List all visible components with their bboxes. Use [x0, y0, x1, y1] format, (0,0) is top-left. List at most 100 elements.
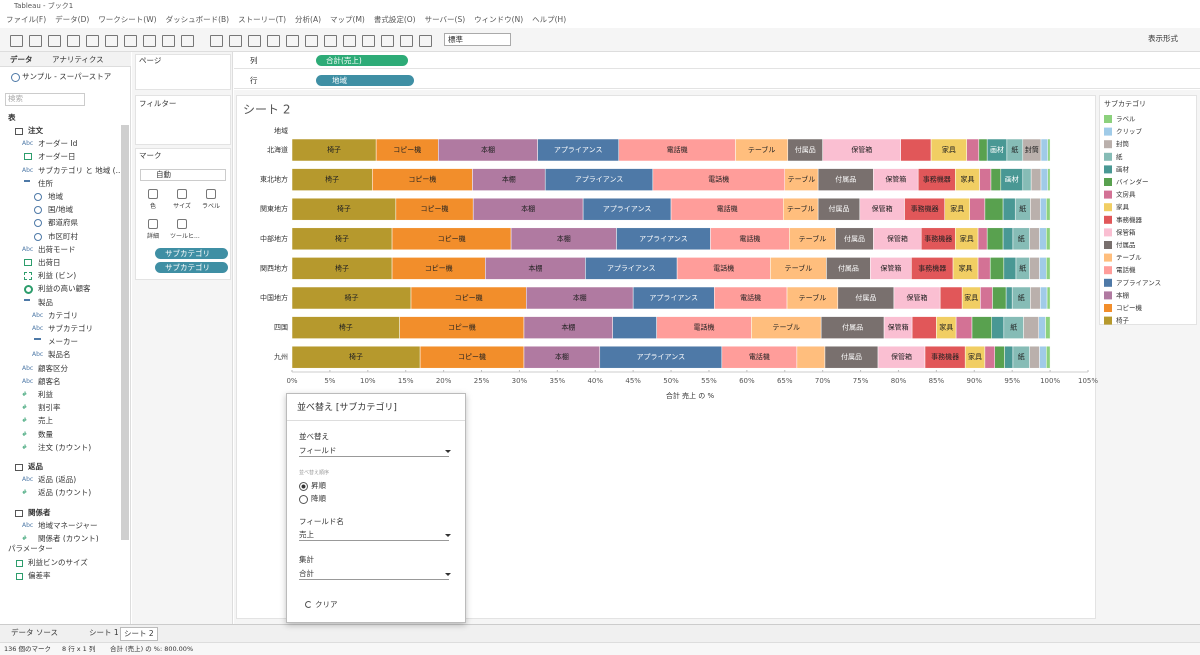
- toolbar-button[interactable]: [86, 35, 99, 47]
- field[interactable]: オーダー Id: [38, 139, 78, 149]
- toolbar-button[interactable]: [400, 35, 413, 47]
- columns-pill[interactable]: 合計(売上): [316, 55, 408, 66]
- field[interactable]: 製品: [38, 297, 53, 307]
- search-box[interactable]: [5, 93, 85, 106]
- menu-item[interactable]: ファイル(F): [6, 15, 47, 24]
- menu-item[interactable]: ダッシュボード(B): [165, 15, 230, 24]
- field[interactable]: 利益 (ビン): [38, 271, 77, 281]
- analytics-tab[interactable]: アナリティクス: [52, 55, 104, 64]
- table-name[interactable]: 関係者: [28, 507, 51, 517]
- field[interactable]: 出荷モード: [38, 244, 76, 254]
- toolbar-button[interactable]: [267, 35, 280, 47]
- field-icon: [34, 338, 41, 341]
- menu-item[interactable]: ヘルプ(H): [532, 15, 567, 24]
- field[interactable]: 出荷日: [38, 258, 61, 267]
- clear-button[interactable]: クリア: [315, 600, 338, 609]
- field[interactable]: 都道府県: [48, 218, 78, 228]
- sheet-tab[interactable]: データ ソース: [11, 628, 59, 637]
- toolbar-button[interactable]: [48, 35, 61, 47]
- table-name[interactable]: 注文: [28, 126, 43, 135]
- field[interactable]: 住所: [38, 178, 53, 188]
- table-icon: [15, 464, 23, 471]
- menu-item[interactable]: ウィンドウ(N): [474, 15, 524, 24]
- field[interactable]: 市区町村: [48, 231, 78, 241]
- field[interactable]: メーカー: [48, 337, 78, 347]
- field-icon: Abc: [22, 245, 34, 253]
- toolbar-button[interactable]: [229, 35, 242, 47]
- field[interactable]: 注文 (カウント): [38, 442, 92, 452]
- field[interactable]: 製品名: [48, 350, 71, 360]
- field[interactable]: 利益: [38, 390, 53, 399]
- show-me-button[interactable]: 表示形式: [1148, 34, 1178, 43]
- mark-button-icon[interactable]: [148, 219, 158, 229]
- field[interactable]: 返品 (カウント): [38, 488, 92, 498]
- fit-select[interactable]: 標準: [444, 33, 511, 46]
- mark-button-icon[interactable]: [206, 189, 216, 199]
- data-source[interactable]: サンプル - スーパーストア: [22, 72, 112, 81]
- data-tab[interactable]: データ: [10, 55, 33, 64]
- menu-item[interactable]: 書式設定(O): [373, 15, 416, 24]
- scrollbar[interactable]: [121, 125, 129, 540]
- toolbar-button[interactable]: [381, 35, 394, 47]
- toolbar-button[interactable]: [362, 35, 375, 47]
- radio-label: 昇順: [311, 481, 326, 490]
- mark-pill[interactable]: サブカテゴリ: [155, 248, 228, 259]
- toolbar-button[interactable]: [305, 35, 318, 47]
- field[interactable]: 顧客区分: [38, 363, 68, 373]
- sheet-tab[interactable]: シート 1: [89, 628, 119, 637]
- toolbar-button[interactable]: [10, 35, 23, 47]
- mark-type[interactable]: 自動: [156, 170, 171, 179]
- toolbar-button[interactable]: [143, 35, 156, 47]
- toolbar-button[interactable]: [105, 35, 118, 47]
- toolbar-button[interactable]: [162, 35, 175, 47]
- toolbar-button[interactable]: [210, 35, 223, 47]
- menu-item[interactable]: ワークシート(W): [98, 15, 157, 24]
- field[interactable]: オーダー日: [38, 152, 76, 162]
- toolbar-button[interactable]: [324, 35, 337, 47]
- field[interactable]: 利益の高い顧客: [38, 284, 91, 294]
- mark-button-icon[interactable]: [148, 189, 158, 199]
- toolbar-button[interactable]: [419, 35, 432, 47]
- mark-type-select[interactable]: [140, 169, 226, 181]
- menu-item[interactable]: マップ(M): [330, 15, 365, 24]
- toolbar-button[interactable]: [29, 35, 42, 47]
- toolbar-button[interactable]: [181, 35, 194, 47]
- field[interactable]: 国/地域: [48, 205, 74, 215]
- toolbar-button[interactable]: [286, 35, 299, 47]
- field[interactable]: 割引率: [38, 403, 61, 413]
- menu-item[interactable]: データ(D): [55, 15, 90, 24]
- field[interactable]: 数量: [38, 429, 53, 439]
- toolbar-button[interactable]: [248, 35, 261, 47]
- parameter[interactable]: 利益ビンのサイズ: [28, 558, 88, 567]
- field[interactable]: 地域マネージャー: [38, 520, 98, 530]
- mark-button-icon[interactable]: [177, 219, 187, 229]
- toolbar-button[interactable]: [343, 35, 356, 47]
- mark-pill[interactable]: サブカテゴリ: [155, 262, 228, 273]
- field-select[interactable]: 売上: [299, 529, 449, 541]
- sheet-tab[interactable]: シート 2: [120, 627, 158, 641]
- field[interactable]: 売上: [38, 416, 53, 426]
- field[interactable]: 返品 (返品): [38, 475, 77, 485]
- close-button[interactable]: [449, 402, 457, 410]
- aggregation-select[interactable]: 合計: [299, 568, 449, 580]
- field[interactable]: サブカテゴリ と 地域 (...: [38, 165, 120, 175]
- field[interactable]: カテゴリ: [48, 310, 78, 320]
- toolbar-button[interactable]: [67, 35, 80, 47]
- field[interactable]: サブカテゴリ: [48, 324, 93, 333]
- toolbar-button[interactable]: [124, 35, 137, 47]
- menu-item[interactable]: 分析(A): [295, 15, 322, 24]
- parameter[interactable]: 偏差率: [28, 571, 51, 580]
- sort-by-select[interactable]: フィールド: [299, 445, 449, 457]
- rows-shelf: [234, 71, 1200, 89]
- rows-pill[interactable]: 地域: [316, 75, 414, 86]
- menu-item[interactable]: サーバー(S): [424, 15, 466, 24]
- radio[interactable]: [299, 482, 308, 491]
- menu-bar: ファイル(F) データ(D) ワークシート(W) ダッシュボード(B) ストーリー(T)…: [6, 14, 566, 26]
- table-name[interactable]: 返品: [28, 462, 43, 471]
- field[interactable]: 地域: [48, 192, 63, 201]
- menu-item[interactable]: ストーリー(T): [238, 15, 287, 24]
- field[interactable]: 顧客名: [38, 376, 61, 386]
- radio[interactable]: [299, 495, 308, 504]
- mark-button-icon[interactable]: [177, 189, 187, 199]
- field[interactable]: 関係者 (カウント): [38, 534, 99, 542]
